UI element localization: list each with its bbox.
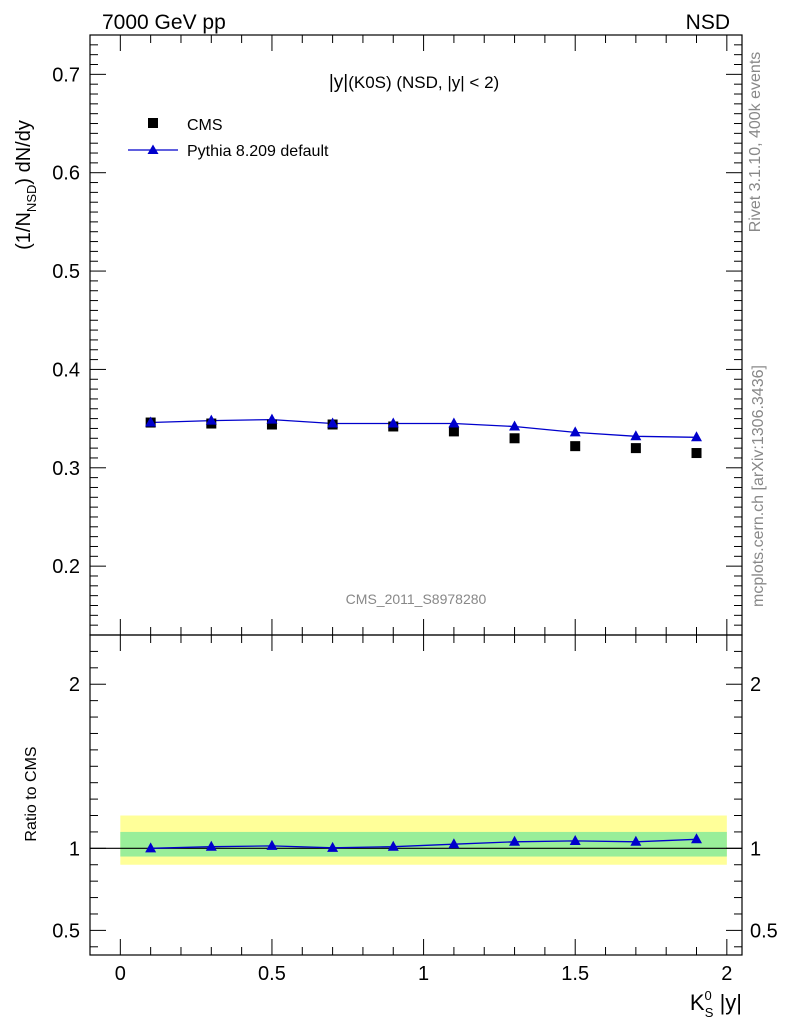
ratio-axis-ticks: 0.5 0.5 1 1 2 2 0 0.5 1 1.5 2 bbox=[52, 635, 778, 985]
cms-point bbox=[509, 433, 520, 444]
cms-point bbox=[266, 419, 277, 430]
ratio-y-tick-label: 0.5 bbox=[52, 920, 80, 942]
ratio-bands-layer bbox=[120, 815, 727, 865]
rivet-label: Rivet 3.1.10, 400k events bbox=[747, 52, 764, 233]
y-tick-label: 0.7 bbox=[52, 64, 80, 86]
x-tick-label: 1.5 bbox=[561, 963, 589, 985]
main-series-layer bbox=[145, 413, 703, 459]
ratio-pythia-point bbox=[327, 841, 339, 852]
main-ylabel-b: ) dN/dy bbox=[13, 120, 35, 184]
legend-marker-cms bbox=[148, 118, 158, 128]
pythia-point bbox=[145, 416, 157, 427]
main-ylabel-a: (1/N bbox=[13, 212, 35, 250]
pythia-point bbox=[448, 417, 460, 428]
main-panel: 0.2 0.3 0.4 0.5 0.6 0.7 |y|(K0S) (NSD, |y| < … bbox=[13, 34, 743, 636]
legend-label-pythia: Pythia 8.209 default bbox=[187, 143, 329, 160]
cms-point bbox=[630, 443, 641, 454]
ratio-frame bbox=[89, 634, 743, 956]
ratio-pythia-point bbox=[691, 833, 703, 844]
x-tick-label: 2 bbox=[721, 963, 732, 985]
ratio-pythia-point bbox=[569, 834, 581, 845]
ratio-pythia-line bbox=[150, 838, 697, 849]
ratio-pythia-point bbox=[387, 840, 399, 851]
ratio-xlabel-sub: S bbox=[705, 1005, 714, 1020]
main-ylabel-sub: NSD bbox=[24, 185, 39, 212]
x-tick-label: 1 bbox=[418, 963, 429, 985]
ratio-pythia-point bbox=[448, 838, 460, 849]
y-tick-label: 0.6 bbox=[52, 163, 80, 185]
ratio-panel: 0.5 0.51 12 20 0.5 1 1.5 2 Ratio to CMS K0 S |y| bbox=[23, 634, 778, 1020]
pythia-point bbox=[266, 413, 278, 424]
legend-marker-pythia bbox=[147, 144, 159, 154]
y-tick-label: 0.3 bbox=[52, 458, 80, 480]
cms-point bbox=[691, 448, 702, 459]
ratio-xlabel-main: K bbox=[690, 990, 705, 1015]
ratio-y-tick-label-right: 2 bbox=[750, 674, 761, 696]
ratio-series-layer bbox=[90, 833, 742, 853]
pythia-point bbox=[630, 430, 642, 441]
legend: CMS Pythia 8.209 default bbox=[128, 117, 329, 160]
pythia-point bbox=[327, 417, 339, 428]
energy-label: 7000 GeV pp bbox=[102, 11, 226, 34]
plot-title-prefix: |y| bbox=[329, 72, 348, 93]
cms-point bbox=[570, 441, 581, 452]
analysis-watermark: CMS_2011_S8978280 bbox=[346, 591, 487, 607]
ratio-xlabel-sup: 0 bbox=[705, 988, 712, 1003]
ratio-y-tick-label: 2 bbox=[69, 674, 80, 696]
x-tick-label: 0.5 bbox=[258, 963, 286, 985]
process-label: NSD bbox=[686, 11, 730, 34]
pythia-point bbox=[387, 417, 399, 428]
ratio-band-inner bbox=[120, 831, 727, 857]
plot-title-main: (K0S) (NSD, |y| < 2) bbox=[348, 73, 499, 92]
plot-title: |y|(K0S) (NSD, |y| < 2) bbox=[329, 72, 499, 93]
ratio-pythia-point bbox=[509, 835, 521, 846]
y-tick-label: 0.5 bbox=[52, 261, 80, 283]
pythia-point bbox=[205, 414, 217, 425]
pythia-line bbox=[150, 418, 697, 438]
ratio-xlabel: K0 S |y| bbox=[690, 988, 742, 1020]
ratio-pythia-point bbox=[266, 839, 278, 850]
source-label: mcplots.cern.ch [arXiv:1306.3436] bbox=[750, 365, 767, 607]
y-tick-label: 0.4 bbox=[52, 359, 80, 381]
ratio-pythia-point bbox=[145, 842, 157, 853]
pythia-point bbox=[569, 426, 581, 437]
x-tick-label: 0 bbox=[115, 963, 126, 985]
ratio-y-tick-label-right: 1 bbox=[750, 838, 761, 860]
ratio-ylabel: Ratio to CMS bbox=[23, 746, 40, 841]
main-ylabel: (1/NNSD) dN/dy bbox=[13, 120, 39, 250]
cms-point bbox=[448, 426, 459, 437]
ratio-pythia-point bbox=[205, 840, 217, 851]
ratio-y-tick-label-right: 0.5 bbox=[750, 920, 778, 942]
y-tick-label: 0.2 bbox=[52, 556, 80, 578]
ratio-xlabel-tail: |y| bbox=[713, 990, 742, 1015]
pythia-point bbox=[691, 431, 703, 442]
main-axis-ticks: 0.2 0.3 0.4 0.5 0.6 0.7 bbox=[52, 35, 742, 635]
ratio-y-tick-label: 1 bbox=[69, 838, 80, 860]
pythia-point bbox=[509, 420, 521, 431]
ratio-pythia-point bbox=[630, 835, 642, 846]
legend-label-cms: CMS bbox=[187, 117, 223, 134]
